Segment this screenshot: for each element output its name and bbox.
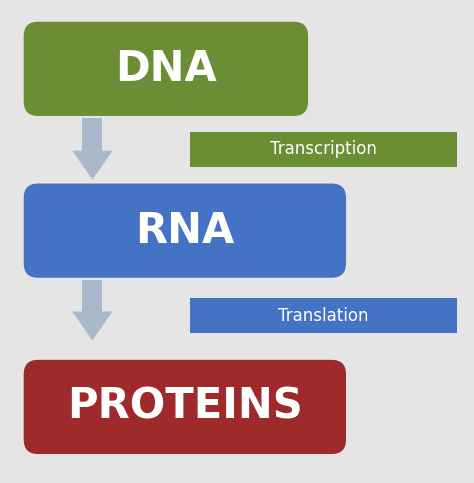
Text: RNA: RNA: [135, 210, 235, 252]
Polygon shape: [72, 312, 113, 341]
Text: Translation: Translation: [278, 307, 369, 325]
Text: DNA: DNA: [115, 48, 217, 90]
FancyBboxPatch shape: [24, 22, 308, 116]
Polygon shape: [72, 151, 113, 180]
Bar: [190, 298, 457, 333]
Text: Transcription: Transcription: [270, 140, 377, 158]
FancyBboxPatch shape: [24, 184, 346, 278]
FancyBboxPatch shape: [24, 360, 346, 454]
Bar: [82, 280, 102, 312]
Bar: [82, 118, 102, 151]
Bar: [190, 132, 457, 167]
Text: PROTEINS: PROTEINS: [67, 386, 303, 428]
